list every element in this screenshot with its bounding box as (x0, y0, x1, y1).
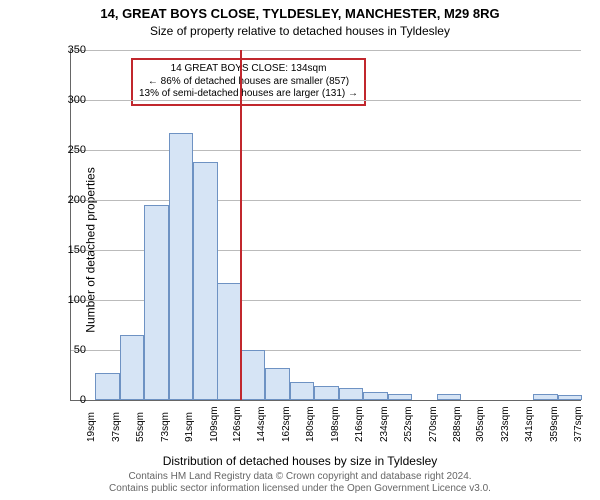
x-tick-label: 91sqm (184, 412, 195, 442)
histogram-bar (169, 133, 193, 400)
y-tick-label: 350 (58, 44, 86, 56)
x-tick-label: 162sqm (281, 406, 292, 442)
footer-line2: Contains public sector information licen… (0, 483, 600, 494)
histogram-bar (533, 394, 557, 400)
histogram-bar (265, 368, 289, 400)
marker-line (240, 50, 242, 400)
x-tick-label: 377sqm (573, 406, 584, 442)
histogram-bar (363, 392, 387, 400)
histogram-bar (193, 162, 217, 400)
footer-line1: Contains HM Land Registry data © Crown c… (0, 471, 600, 482)
x-tick-label: 180sqm (305, 406, 316, 442)
x-tick-label: 323sqm (500, 406, 511, 442)
x-tick-label: 55sqm (135, 412, 146, 442)
chart-container: 14, GREAT BOYS CLOSE, TYLDESLEY, MANCHES… (0, 0, 600, 500)
x-tick-label: 341sqm (524, 406, 535, 442)
x-tick-label: 216sqm (354, 406, 365, 442)
histogram-bar (144, 205, 168, 400)
x-tick-label: 305sqm (475, 406, 486, 442)
y-tick-label: 100 (58, 294, 86, 306)
histogram-bar (437, 394, 461, 400)
x-axis-label: Distribution of detached houses by size … (0, 454, 600, 468)
x-tick-label: 359sqm (549, 406, 560, 442)
callout-line1: 14 GREAT BOYS CLOSE: 134sqm (139, 63, 358, 76)
footer-attribution: Contains HM Land Registry data © Crown c… (0, 471, 600, 494)
x-tick-label: 37sqm (111, 412, 122, 442)
callout-line2: ← 86% of detached houses are smaller (85… (139, 76, 358, 89)
x-tick-label: 288sqm (452, 406, 463, 442)
plot-area: 14 GREAT BOYS CLOSE: 134sqm ← 86% of det… (70, 50, 581, 401)
chart-title-subtitle: Size of property relative to detached ho… (0, 24, 600, 38)
y-tick-label: 150 (58, 244, 86, 256)
callout-line3: 13% of semi-detached houses are larger (… (139, 88, 358, 101)
histogram-bar (339, 388, 363, 400)
x-tick-label: 144sqm (256, 406, 267, 442)
y-tick-label: 250 (58, 144, 86, 156)
histogram-bar (217, 283, 241, 400)
histogram-bar (241, 350, 265, 400)
histogram-bar (120, 335, 144, 400)
chart-title-address: 14, GREAT BOYS CLOSE, TYLDESLEY, MANCHES… (0, 6, 600, 21)
callout-box: 14 GREAT BOYS CLOSE: 134sqm ← 86% of det… (131, 58, 366, 106)
y-tick-label: 50 (58, 344, 86, 356)
x-tick-label: 252sqm (403, 406, 414, 442)
histogram-bar (558, 395, 582, 400)
y-tick-label: 200 (58, 194, 86, 206)
x-tick-label: 126sqm (232, 406, 243, 442)
y-tick-label: 0 (58, 394, 86, 406)
histogram-bar (290, 382, 314, 400)
x-tick-label: 19sqm (86, 412, 97, 442)
x-tick-label: 109sqm (209, 406, 220, 442)
histogram-bar (95, 373, 119, 400)
x-tick-label: 270sqm (428, 406, 439, 442)
x-tick-label: 234sqm (379, 406, 390, 442)
y-tick-label: 300 (58, 94, 86, 106)
x-tick-label: 73sqm (160, 412, 171, 442)
x-tick-label: 198sqm (330, 406, 341, 442)
histogram-bar (314, 386, 338, 400)
histogram-bar (388, 394, 412, 400)
